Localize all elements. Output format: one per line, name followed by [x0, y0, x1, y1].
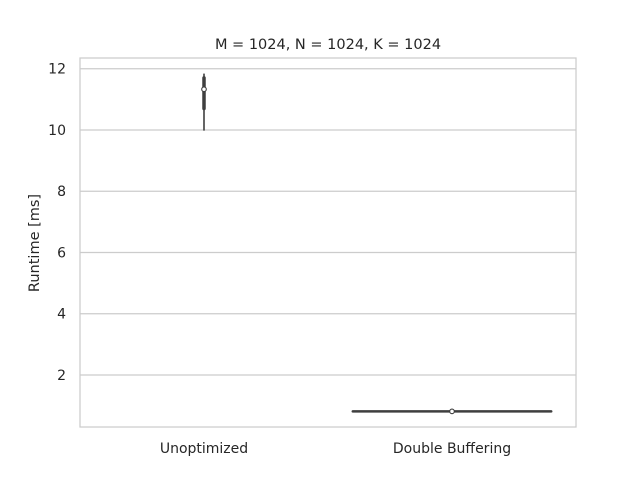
- x-tick-label: Unoptimized: [160, 441, 248, 457]
- y-tick-label: 10: [48, 123, 66, 139]
- violin-mark: [351, 408, 553, 415]
- y-tick-label: 6: [57, 245, 66, 261]
- x-tick-labels: Unoptimized Double Buffering: [160, 441, 511, 457]
- grid-layer: [80, 68, 576, 376]
- plot-frame: [79, 57, 577, 428]
- y-axis-label: Runtime [ms]: [27, 194, 43, 292]
- x-tick-label: Double Buffering: [393, 441, 511, 457]
- marks-layer: [201, 73, 553, 415]
- y-tick-labels: 2 4 6 8 10 12: [48, 62, 66, 384]
- y-tick-label: 4: [57, 307, 66, 323]
- chart-title: M = 1024, N = 1024, K = 1024: [215, 37, 441, 53]
- median-marker: [201, 86, 207, 93]
- y-tick-label: 8: [57, 184, 66, 200]
- y-tick-label: 12: [48, 62, 66, 78]
- y-tick-label: 2: [57, 368, 66, 384]
- violin-mark: [201, 73, 207, 131]
- median-marker: [449, 408, 455, 415]
